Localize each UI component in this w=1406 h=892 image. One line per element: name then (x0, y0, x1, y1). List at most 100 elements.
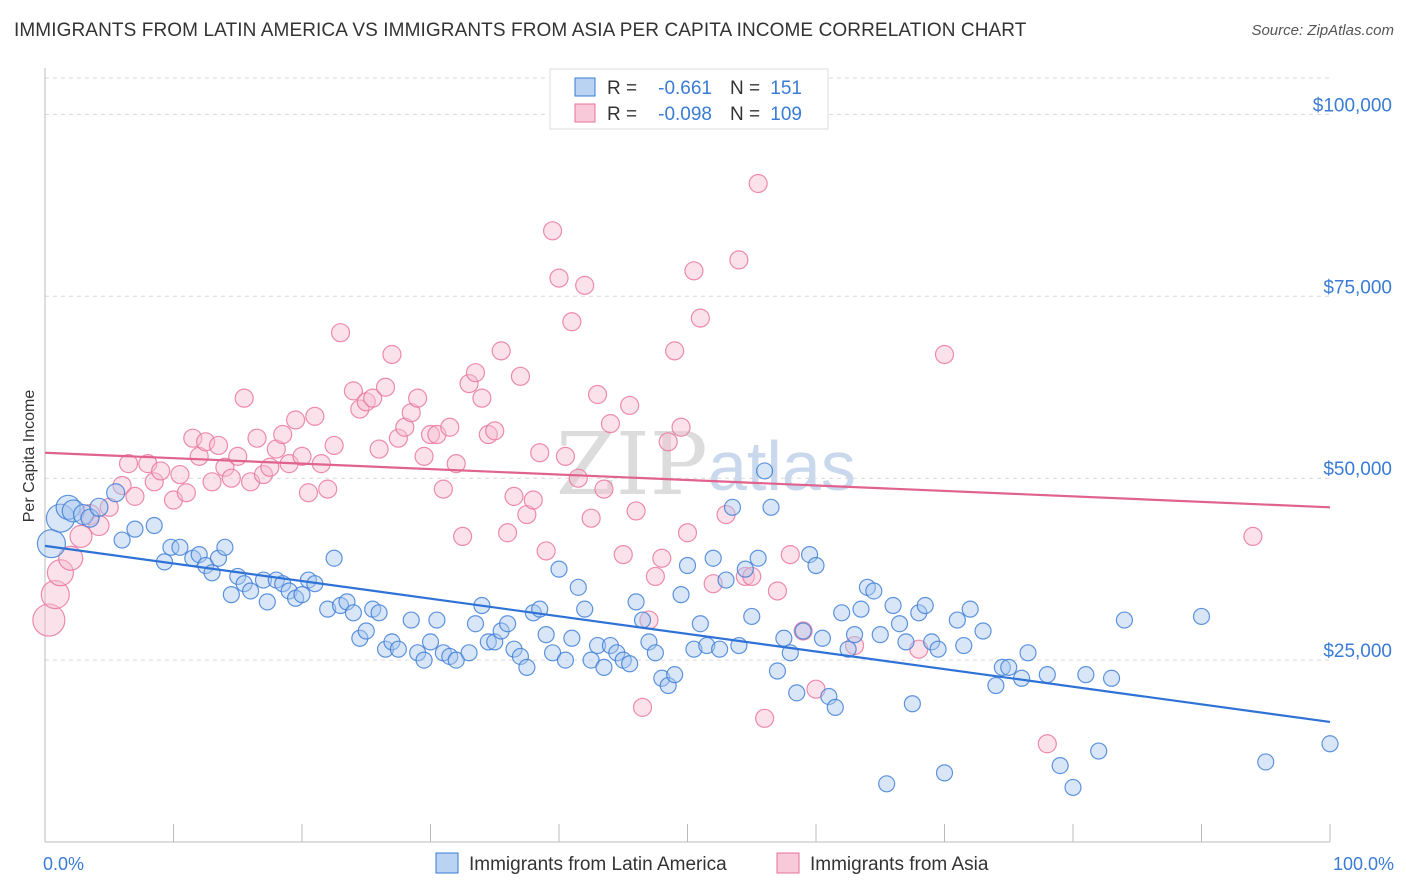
latin-america-point (357, 622, 375, 640)
r-value-pink: -0.098 (658, 104, 712, 125)
asia-point (504, 486, 524, 506)
y-tick-label: $100,000 (1313, 95, 1392, 116)
pink-swatch (574, 103, 596, 123)
latin-america-point (569, 578, 587, 596)
asia-point (446, 454, 466, 474)
latin-america-point (743, 607, 761, 626)
latin-america-point (556, 651, 575, 669)
latin-america-point (993, 658, 1011, 676)
asia-point (247, 428, 267, 448)
y-tick-label: $50,000 (1323, 459, 1392, 480)
asia-point (208, 435, 229, 456)
stats-legend: R = -0.661 N = 151 R = -0.098 N = 109 (549, 68, 829, 130)
asia-point (575, 275, 595, 295)
latin-america-point (813, 629, 832, 647)
latin-america-point (518, 658, 536, 676)
latin-america-point (1102, 669, 1121, 687)
asia-point (594, 479, 614, 499)
asia-point (305, 406, 325, 426)
asia-point (40, 580, 70, 610)
asia-point (46, 559, 75, 587)
latin-america-point (162, 538, 180, 556)
source-label: Source: ZipAtlas.com (1251, 22, 1394, 39)
asia-point (665, 341, 685, 361)
asia-point (555, 446, 576, 466)
latin-america-point (428, 611, 446, 629)
asia-point (459, 374, 479, 394)
asia-point (587, 384, 608, 405)
asia-point (754, 708, 775, 728)
latin-america-point (126, 520, 144, 538)
latin-america-point (852, 600, 870, 618)
latin-america-point (678, 556, 697, 575)
asia-point (600, 414, 621, 434)
asia-point (491, 341, 511, 361)
asia-point (388, 428, 408, 448)
asia-point (234, 388, 254, 408)
asia-point (485, 421, 505, 441)
asia-point (498, 523, 518, 543)
asia-point (581, 508, 601, 528)
asia-point (652, 548, 672, 568)
asia-point (793, 621, 813, 641)
blue-swatch (574, 77, 596, 97)
asia-point (523, 490, 543, 510)
asia-point (690, 308, 710, 328)
asia-point (934, 344, 955, 365)
asia-point (369, 439, 389, 459)
asia-point (330, 323, 351, 343)
latin-america-point (171, 538, 189, 556)
asia-point (671, 417, 691, 437)
latin-america-point (1051, 756, 1069, 775)
legend-label-latin-america: Immigrants from Latin America (469, 854, 727, 875)
asia-point (536, 541, 556, 561)
asia-point (356, 392, 376, 412)
latin-america-point (1321, 735, 1339, 753)
asia-point (408, 388, 428, 408)
asia-point (453, 526, 473, 547)
chart-title: IMMIGRANTS FROM LATIN AMERICA VS IMMIGRA… (14, 20, 1027, 41)
asia-point (1037, 734, 1057, 754)
latin-america-point (1038, 666, 1056, 684)
asia-point (562, 312, 582, 332)
n-value-blue: 151 (770, 78, 802, 99)
asia-point (298, 483, 319, 503)
latin-america-point (640, 633, 658, 651)
asia-point (228, 446, 248, 466)
latin-america-point (627, 593, 645, 611)
latin-america-point (563, 629, 581, 647)
latin-america-point (633, 611, 652, 629)
x-tick-label-min: 0.0% (43, 854, 84, 874)
latin-america-point (486, 633, 504, 651)
latin-america-trend-line (44, 544, 1331, 724)
latin-america-point (293, 586, 311, 604)
latin-america-point (582, 651, 600, 669)
asia-point (273, 424, 293, 445)
asia-point (144, 472, 164, 492)
asia-point (324, 435, 344, 456)
latin-america-point (106, 483, 126, 503)
latin-america-point (775, 629, 793, 647)
r-value-blue: -0.661 (658, 78, 712, 99)
latin-america-point (935, 764, 954, 782)
latin-america-point (325, 549, 343, 567)
asia-point (253, 464, 274, 485)
latin-america-point (216, 538, 234, 556)
latin-america-point (389, 640, 407, 658)
latin-america-point (897, 633, 915, 651)
n-label-blue: N = (730, 78, 760, 99)
latin-america-point (788, 684, 806, 702)
asia-point (542, 221, 563, 241)
latin-america-point (145, 516, 163, 535)
latin-america-point (948, 611, 966, 629)
asia-point (318, 479, 338, 499)
asia-point (414, 446, 434, 466)
latin-america-point (1019, 644, 1037, 662)
latin-america-point (113, 531, 131, 549)
latin-america-point (511, 647, 530, 666)
latin-america-point (955, 636, 973, 655)
asia-point (196, 432, 216, 452)
latin-america-point (550, 560, 568, 578)
asia-point (382, 344, 402, 365)
latin-america-point (890, 615, 909, 633)
